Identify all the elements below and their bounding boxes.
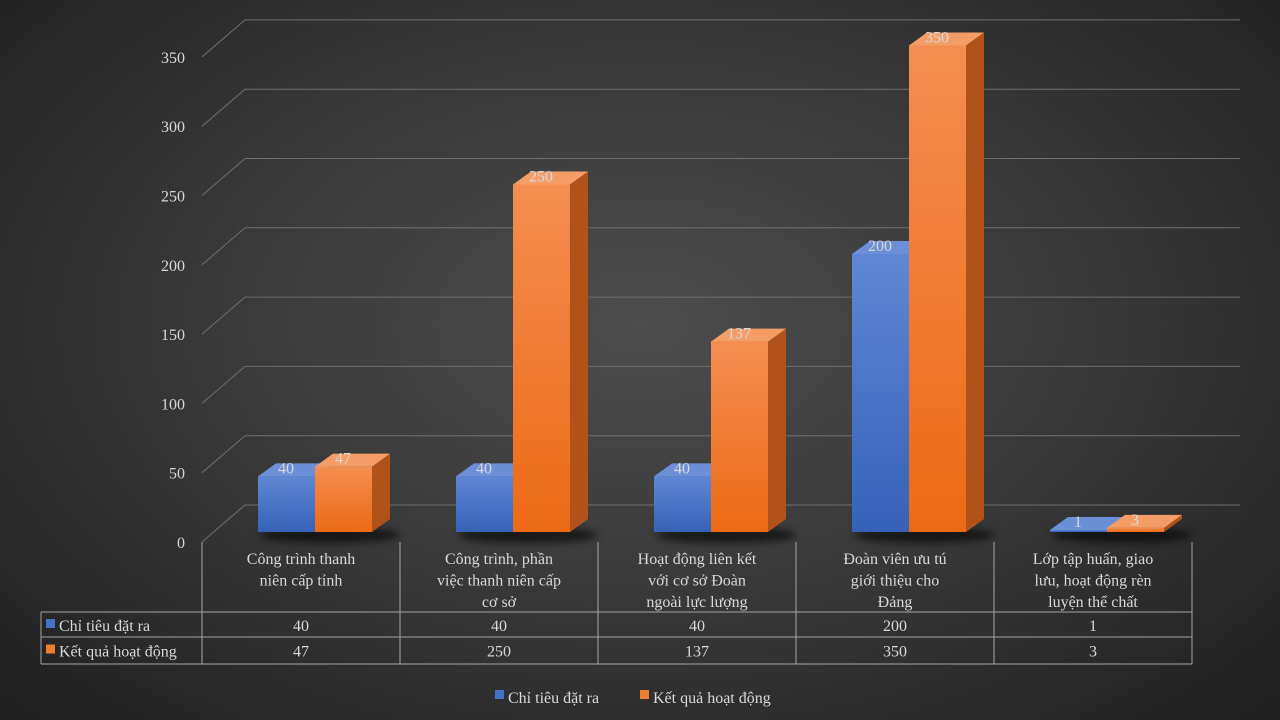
table-cell: 1: [1089, 618, 1097, 635]
category-label: Hoạt động liên kết: [638, 551, 757, 568]
category-label: với cơ sở Đoàn: [648, 573, 746, 590]
gridline-diagonal: [201, 227, 246, 266]
bar-top: [456, 463, 531, 477]
legend-key-icon: [495, 690, 504, 699]
category-label: Lớp tập huấn, giao: [1033, 551, 1153, 568]
table-series-name: Chỉ tiêu đặt ra: [59, 618, 150, 635]
y-tick-label: 50: [169, 466, 185, 483]
bar-top: [1107, 514, 1182, 528]
bar: [258, 476, 315, 532]
table-series-name: Kết quả hoạt động: [59, 644, 177, 661]
table-cell: 137: [685, 644, 709, 661]
category-label: giới thiệu cho: [851, 573, 939, 590]
bar: [1107, 527, 1164, 532]
y-tick-label: 200: [161, 258, 185, 275]
gridline-diagonal: [201, 158, 246, 196]
bar-top: [513, 171, 588, 185]
category-label: Công trình, phần: [445, 551, 553, 568]
table-cell: 40: [689, 618, 705, 635]
legend-label: Chỉ tiêu đặt ra: [508, 690, 599, 707]
y-tick-label: 300: [161, 119, 185, 136]
data-label: 1: [1074, 514, 1082, 531]
table-cell: 3: [1089, 644, 1097, 661]
bar: [315, 466, 372, 532]
bar-top: [315, 453, 390, 467]
category-label: Đảng: [878, 594, 913, 611]
legend-key-icon: [640, 690, 649, 699]
y-tick-label: 350: [161, 50, 185, 67]
series-key-icon: [46, 619, 55, 628]
category-label: cơ sở: [482, 594, 517, 611]
bar-top: [654, 463, 729, 477]
gridline-diagonal: [201, 504, 246, 543]
bar-side: [570, 171, 588, 532]
data-label: 40: [278, 460, 294, 477]
data-label: 40: [674, 460, 690, 477]
table-cell: 40: [293, 618, 309, 635]
category-label: Đoàn viên ưu tú: [843, 551, 946, 568]
data-label: 137: [727, 326, 751, 343]
bar: [513, 184, 570, 532]
gridline-diagonal: [201, 88, 246, 127]
bar: [909, 45, 966, 532]
bar-top: [711, 328, 786, 342]
bar: [1050, 530, 1107, 532]
table-cell: 250: [487, 644, 511, 661]
gridline-diagonal: [201, 435, 246, 474]
data-label: 47: [335, 451, 351, 468]
category-label: ngoài lực lượng: [646, 594, 747, 611]
bar-top: [258, 463, 333, 477]
gridline-diagonal: [201, 296, 246, 335]
category-label: lưu, hoạt động rèn: [1034, 573, 1151, 590]
data-label: 350: [925, 30, 949, 47]
bar-side: [966, 32, 984, 532]
bar-side: [372, 453, 390, 532]
y-tick-label: 250: [161, 189, 185, 206]
bar-side: [768, 328, 786, 532]
category-label: luyện thể chất: [1048, 594, 1138, 611]
y-tick-label: 150: [161, 327, 185, 344]
data-label: 200: [868, 238, 892, 255]
y-tick-label: 0: [177, 535, 185, 552]
bar-top: [1050, 517, 1125, 530]
y-tick-label: 100: [161, 396, 185, 413]
bar: [456, 476, 513, 532]
category-label: việc thanh niên cấp: [437, 573, 561, 590]
bar: [852, 254, 909, 532]
category-label: niên cấp tỉnh: [260, 573, 343, 590]
data-label: 3: [1131, 512, 1139, 529]
data-label: 250: [529, 169, 553, 186]
gridline-diagonal: [201, 366, 246, 404]
bar-top: [852, 241, 927, 254]
series-key-icon: [46, 644, 55, 654]
bar: [654, 476, 711, 532]
bar-side: [1164, 514, 1182, 532]
table-cell: 200: [883, 618, 907, 635]
bar-top: [909, 32, 984, 46]
data-label: 40: [476, 460, 492, 477]
legend-label: Kết quả hoạt động: [653, 690, 771, 707]
table-cell: 40: [491, 618, 507, 635]
table-cell: 350: [883, 644, 907, 661]
gridline-diagonal: [201, 19, 246, 58]
bar: [711, 341, 768, 532]
category-label: Công trình thanh: [247, 551, 355, 568]
table-cell: 47: [293, 644, 309, 661]
